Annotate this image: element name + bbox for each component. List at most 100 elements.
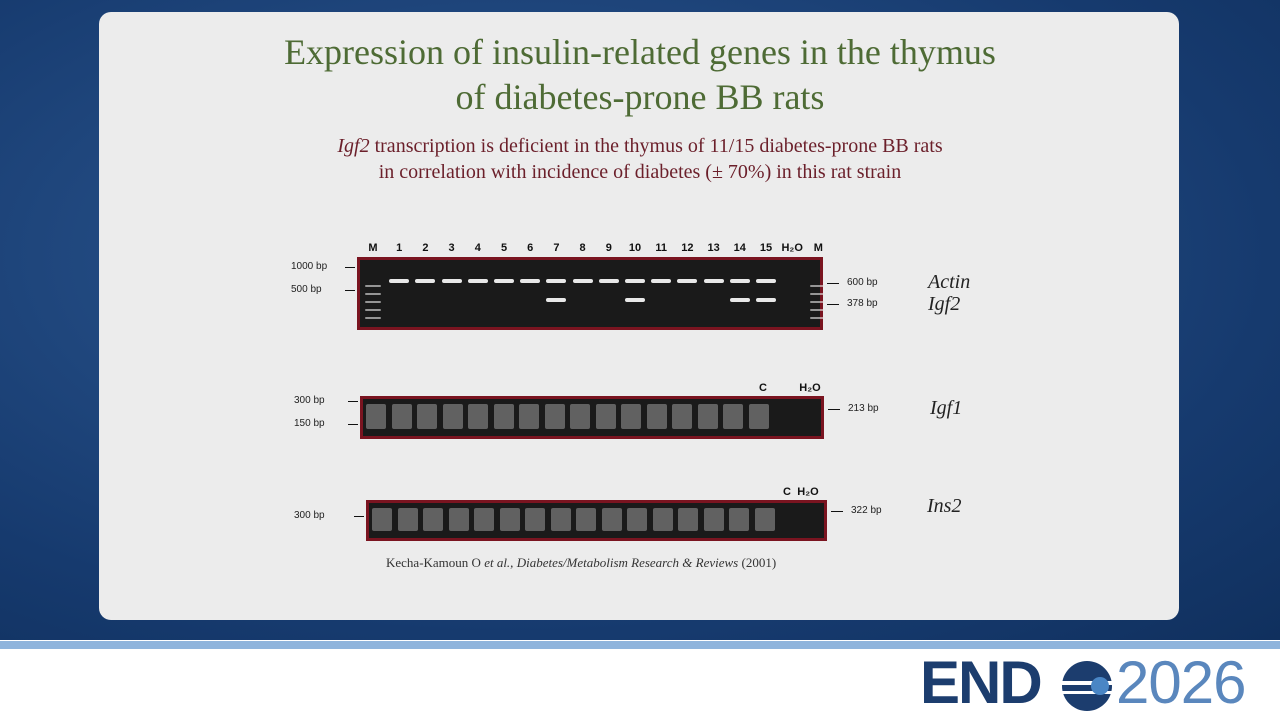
gel-band <box>729 279 750 283</box>
gel-band <box>810 301 827 303</box>
lane-label: H₂O <box>781 242 803 254</box>
lane-label: 6 <box>527 242 534 254</box>
marker-tick <box>345 290 355 291</box>
gel-band <box>651 279 672 283</box>
gel-band <box>366 404 386 429</box>
cite-journal: Diabetes/Metabolism Research & Reviews <box>513 555 739 570</box>
gel-band <box>729 298 750 302</box>
gel-band <box>372 508 392 531</box>
lane-label: M <box>813 242 823 254</box>
gel-band <box>397 508 418 531</box>
marker-tick <box>345 267 355 268</box>
gel-band <box>519 404 539 429</box>
lane-label: 2 <box>422 242 429 254</box>
gel-band <box>601 508 622 531</box>
gel-band <box>365 317 381 319</box>
lane-label: C <box>759 382 767 394</box>
lane-label: 8 <box>579 242 586 254</box>
lane-label: 14 <box>733 242 746 254</box>
stripe <box>0 641 1280 649</box>
cite-year: (2001) <box>738 555 777 570</box>
gel-band <box>365 285 381 287</box>
gel-band <box>442 404 463 429</box>
gel-band <box>756 298 776 302</box>
subtitle: in correlation with incidence of diabete… <box>378 161 902 183</box>
marker-label: 600 bp <box>847 277 878 288</box>
marker-label: 322 bp <box>851 505 882 516</box>
gel-band <box>703 508 724 531</box>
marker-label: 378 bp <box>847 298 878 309</box>
gel-band <box>748 404 769 429</box>
gel-band <box>546 298 567 302</box>
gel-band <box>627 508 647 531</box>
logo-globe <box>1060 661 1114 711</box>
lane-label: 5 <box>500 242 508 254</box>
lane-label: M <box>368 242 378 254</box>
gel-image <box>360 396 824 439</box>
gel-band <box>625 298 645 302</box>
gene-label: Igf1 <box>930 397 963 419</box>
gel-band <box>391 404 412 429</box>
gel-image <box>357 257 823 330</box>
gel-band <box>652 508 673 531</box>
lane-label: 1 <box>396 242 403 254</box>
gel-band <box>672 404 692 429</box>
lane-label: H₂O <box>799 382 821 394</box>
lane-label: 3 <box>448 242 455 254</box>
gel-band <box>389 279 410 283</box>
gel-band <box>493 404 514 429</box>
gel-band <box>365 309 381 311</box>
gel-band <box>625 279 645 283</box>
logo-year: 2026 <box>1116 649 1246 716</box>
marker-tick <box>827 283 839 284</box>
gel-band <box>546 279 567 283</box>
gel-band <box>417 404 437 429</box>
gel-band <box>570 404 590 429</box>
marker-tick <box>348 401 358 402</box>
lane-label: 15 <box>759 242 773 254</box>
gel-band <box>499 508 520 531</box>
marker-tick <box>831 511 843 512</box>
gel-band <box>423 508 443 531</box>
gel-band <box>598 279 619 283</box>
gel-band <box>810 317 827 319</box>
gene-label: Igf2 <box>928 293 961 315</box>
subtitle: Igf2 transcription is deficient in the t… <box>0 135 1280 158</box>
marker-label: 150 bp <box>294 418 325 429</box>
marker-tick <box>348 424 358 425</box>
lane-label: 12 <box>681 242 694 254</box>
gel-band <box>415 279 436 283</box>
lane-label: 10 <box>628 242 642 254</box>
marker-label: 213 bp <box>848 403 879 414</box>
marker-label: 1000 bp <box>291 261 328 272</box>
marker-tick <box>827 304 839 305</box>
lane-label: 13 <box>707 242 720 254</box>
gel-band <box>756 279 776 283</box>
gel-band <box>810 293 827 295</box>
gel-band <box>810 285 827 287</box>
cite-authors: Kecha-Kamoun O <box>386 555 485 570</box>
gel-band <box>572 279 593 283</box>
gel-band <box>576 508 596 531</box>
gel-band <box>474 508 494 531</box>
gel-band <box>703 279 724 283</box>
gel-band <box>550 508 571 531</box>
gel-band <box>525 508 545 531</box>
subtitle-italic: Igf2 <box>337 135 370 157</box>
gel-band <box>810 309 827 311</box>
gel-band <box>467 279 488 283</box>
gel-image <box>366 500 827 541</box>
marker-tick <box>354 516 364 517</box>
gene-label: Actin <box>928 271 971 293</box>
gel-band <box>365 293 381 295</box>
marker-tick <box>828 409 840 410</box>
citation: Kecha-Kamoun O et al., Diabetes/Metaboli… <box>386 555 776 571</box>
marker-label: 500 bp <box>291 284 322 295</box>
gel-band <box>544 404 565 429</box>
marker-label: 300 bp <box>294 395 325 406</box>
logo-end: END <box>920 649 1043 716</box>
gel-band <box>678 508 698 531</box>
gel-band <box>595 404 616 429</box>
cite-etal: et al., <box>484 555 514 570</box>
